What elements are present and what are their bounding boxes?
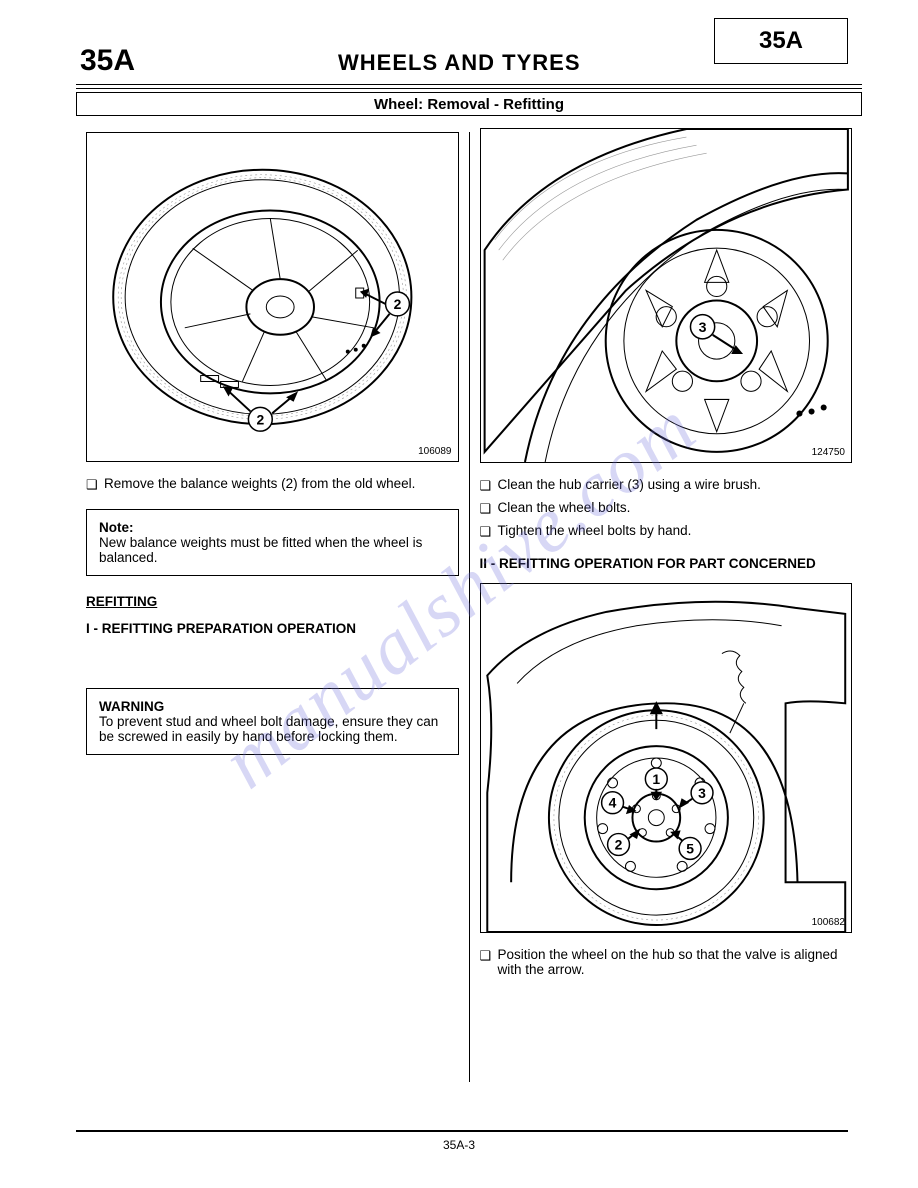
figure-2: 3 124750 <box>480 128 853 463</box>
section-code-text: 35A <box>759 27 803 55</box>
section-code-box: 35A <box>714 18 848 64</box>
svg-text:2: 2 <box>394 296 402 312</box>
figure-3: 1 2 3 4 5 100682 <box>480 583 853 933</box>
step-position-wheel: Position the wheel on the hub so that th… <box>480 947 853 977</box>
svg-text:2: 2 <box>256 411 264 427</box>
svg-text:3: 3 <box>698 785 706 801</box>
warning-box: WARNING To prevent stud and wheel bolt d… <box>86 688 459 755</box>
step-clean-hub: Clean the hub carrier (3) using a wire b… <box>480 477 853 492</box>
right-column: 3 124750 Clean the hub carrier (3) using… <box>470 132 863 1082</box>
note-box: Note: New balance weights must be fitted… <box>86 509 459 576</box>
figure-1: 2 2 106089 <box>86 132 459 462</box>
heading-refit-prep: I - REFITTING PREPARATION OPERATION <box>86 621 459 636</box>
figure-3-id: 100682 <box>812 917 845 928</box>
footer-rule <box>76 1130 848 1132</box>
warning-label: WARNING <box>99 699 164 714</box>
heading-part-2: II - REFITTING OPERATION FOR PART CONCER… <box>480 556 853 571</box>
step-tighten-bolts: Tighten the wheel bolts by hand. <box>480 523 853 538</box>
svg-text:3: 3 <box>698 319 706 335</box>
svg-text:4: 4 <box>608 795 616 811</box>
two-column-layout: 2 2 106089 Remove the balance weights (2… <box>76 132 862 1082</box>
subheading-bar: Wheel: Removal - Refitting <box>76 92 862 116</box>
heading-refitting: REFITTING <box>86 594 459 609</box>
rule-top-2 <box>76 88 862 89</box>
warning-text: To prevent stud and wheel bolt damage, e… <box>99 714 438 744</box>
svg-text:1: 1 <box>652 771 660 787</box>
section-label: WHEELS AND TYRES <box>338 50 581 76</box>
section-number: 35A <box>76 44 146 78</box>
note-label: Note: <box>99 520 134 535</box>
wheel-oblique-icon: 2 2 <box>87 133 458 461</box>
step-remove-weights: Remove the balance weights (2) from the … <box>86 476 459 491</box>
wheel-on-car-icon: 1 2 3 4 5 <box>481 584 852 932</box>
wheel-hub-closeup-icon: 3 <box>481 129 852 462</box>
note-text: New balance weights must be fitted when … <box>99 535 422 565</box>
subheading-text: Wheel: Removal - Refitting <box>374 96 564 113</box>
figure-2-id: 124750 <box>812 447 845 458</box>
left-column: 2 2 106089 Remove the balance weights (2… <box>76 132 469 1082</box>
page-number: 35A-3 <box>0 1138 918 1152</box>
figure-1-id: 106089 <box>418 446 451 457</box>
step-clean-bolts: Clean the wheel bolts. <box>480 500 853 515</box>
svg-text:5: 5 <box>686 840 694 856</box>
svg-text:2: 2 <box>614 837 622 853</box>
